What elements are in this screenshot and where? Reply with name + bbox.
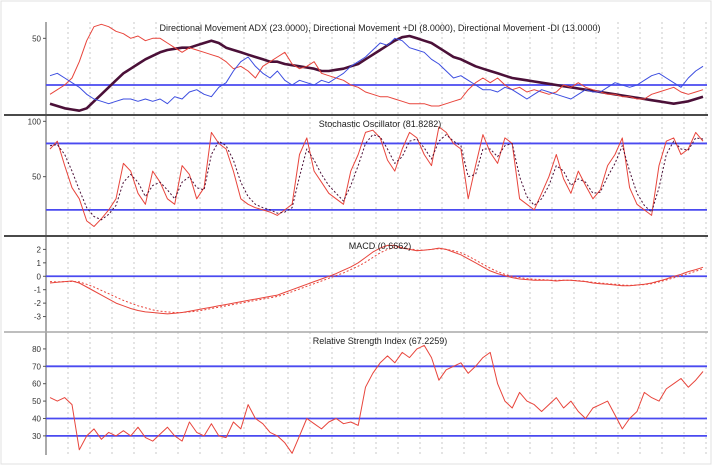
y-tick-label: 100 [28,117,42,126]
panel-title: Stochastic Oscillator (81.8282) [319,119,442,129]
y-tick-label: 0 [37,272,42,281]
y-tick-label: 50 [32,34,41,43]
y-tick-label: 30 [32,432,41,441]
y-tick-label: 80 [32,345,41,354]
y-tick-label: 50 [32,173,41,182]
y-tick-label: 60 [32,380,41,389]
y-tick-label: 40 [32,414,41,423]
y-tick-label: 70 [32,362,41,371]
panel-title: Relative Strength Index (67.2259) [313,336,448,346]
y-tick-label: -3 [34,313,42,322]
y-tick-label: 2 [37,245,42,254]
y-tick-label: -1 [34,286,42,295]
y-tick-label: 50 [32,397,41,406]
y-tick-label: -2 [34,299,42,308]
panel-title: Directional Movement ADX (23.0000), Dire… [160,23,601,33]
panel-title: MACD (0.6662) [349,241,412,251]
y-tick-label: 1 [37,259,42,268]
